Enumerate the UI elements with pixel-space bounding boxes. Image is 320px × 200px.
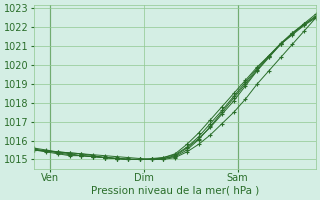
X-axis label: Pression niveau de la mer( hPa ): Pression niveau de la mer( hPa ) xyxy=(91,186,259,196)
